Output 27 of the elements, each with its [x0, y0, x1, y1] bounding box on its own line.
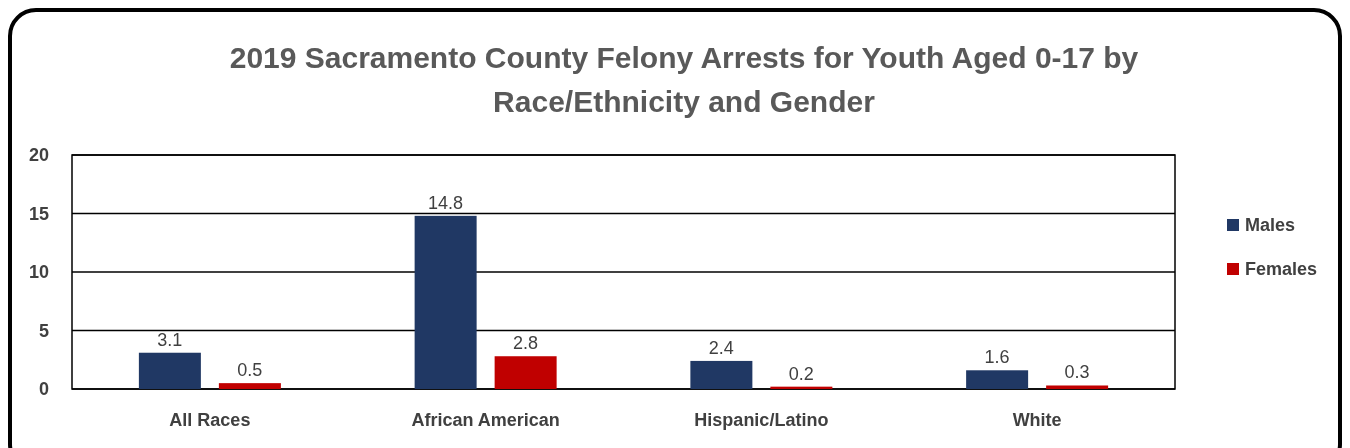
- bar: [1046, 385, 1109, 389]
- data-label: 0.2: [788, 363, 814, 384]
- bar: [966, 370, 1029, 389]
- bar: [218, 383, 281, 389]
- data-label: 1.6: [984, 347, 1010, 368]
- x-tick-label: African American: [411, 410, 560, 430]
- data-label: 0.5: [237, 360, 263, 381]
- legend-label: Females: [1245, 259, 1318, 280]
- data-label: 14.8: [428, 192, 464, 213]
- data-label: 2.8: [513, 333, 539, 354]
- data-label: 2.4: [708, 337, 734, 358]
- legend-label: Males: [1245, 215, 1296, 236]
- y-tick-label: 5: [38, 320, 49, 341]
- y-tick-label: 20: [28, 145, 49, 166]
- chart-title: 2019 Sacramento County Felony Arrests for Youth Aged 0-17 by Race/Ethnicity and Gender: [229, 41, 1139, 118]
- bar: [138, 352, 201, 389]
- bar: [690, 360, 753, 389]
- x-tick-label: All Races: [169, 410, 251, 430]
- x-tick-label: Hispanic/Latino: [694, 410, 829, 430]
- bar: [414, 215, 477, 389]
- data-label: 0.3: [1064, 362, 1090, 383]
- x-tick-label: White: [1012, 410, 1062, 430]
- y-tick-label: 15: [28, 203, 49, 224]
- bar: [494, 356, 557, 389]
- data-label: 3.1: [157, 329, 183, 350]
- y-tick-label: 10: [28, 262, 49, 283]
- y-tick-label: 0: [38, 379, 49, 400]
